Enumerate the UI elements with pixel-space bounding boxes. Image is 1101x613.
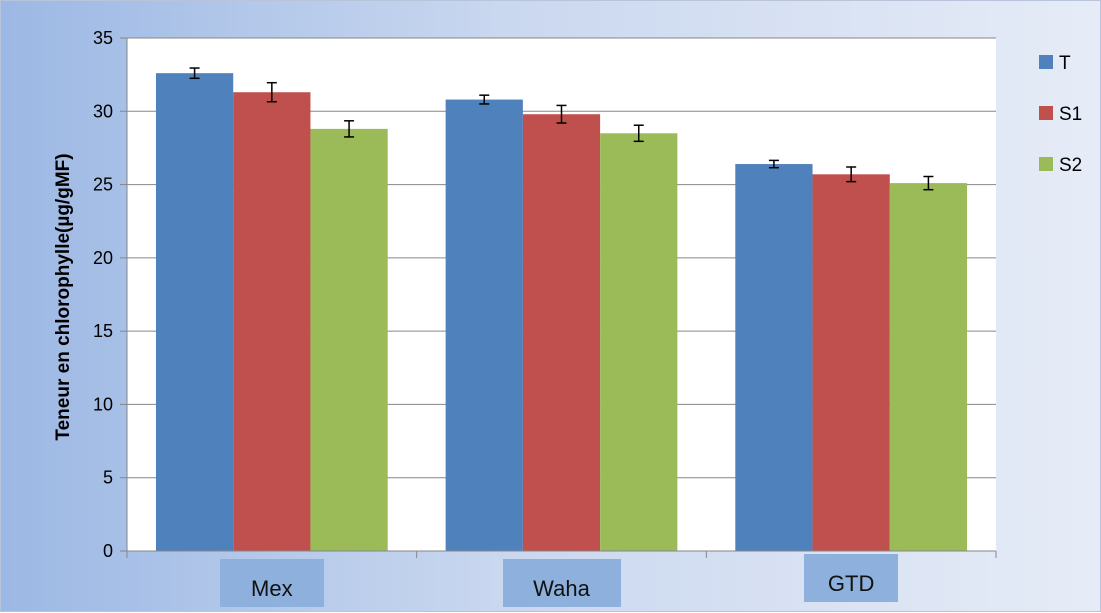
legend-label-t: T bbox=[1059, 53, 1071, 74]
bar-s1-waha bbox=[522, 114, 601, 552]
x-category-label-waha: Waha bbox=[502, 559, 621, 607]
y-tick-label: 25 bbox=[93, 175, 113, 195]
legend-label-s1: S1 bbox=[1059, 104, 1082, 125]
y-tick-label: 0 bbox=[103, 541, 113, 561]
legend-swatch-s1 bbox=[1039, 106, 1053, 120]
bar-t-gtd bbox=[735, 164, 813, 551]
y-tick-label: 35 bbox=[93, 28, 113, 48]
legend: T S1 S2 bbox=[1039, 53, 1082, 176]
y-axis-label: Teneur en chlorophylle(µg/gMF) bbox=[53, 153, 74, 440]
legend-swatch-t bbox=[1039, 55, 1053, 69]
y-tick-label: 15 bbox=[93, 321, 113, 341]
bar-s2-mex bbox=[310, 128, 388, 552]
bars bbox=[155, 73, 968, 552]
axes bbox=[120, 37, 997, 558]
y-tick-label: 30 bbox=[93, 101, 113, 121]
x-category-label-mex: Mex bbox=[219, 559, 324, 607]
error-bars bbox=[189, 67, 934, 191]
bar-s2-waha bbox=[600, 133, 678, 551]
y-tick-label: 5 bbox=[103, 468, 113, 488]
y-tick-label: 20 bbox=[93, 248, 113, 268]
bar-s1-mex bbox=[233, 92, 311, 551]
legend-label-s2: S2 bbox=[1059, 155, 1082, 176]
y-tick-labels: 0 5 10 15 20 25 30 35 bbox=[93, 28, 113, 561]
bar-s2-gtd bbox=[889, 183, 968, 551]
y-tick-label: 10 bbox=[93, 394, 113, 414]
legend-swatch-s2 bbox=[1039, 157, 1053, 171]
x-category-label-gtd: GTD bbox=[804, 554, 899, 602]
bar-t-waha bbox=[445, 99, 523, 551]
bar-s1-gtd bbox=[812, 174, 890, 551]
bar-t-mex bbox=[155, 73, 234, 552]
